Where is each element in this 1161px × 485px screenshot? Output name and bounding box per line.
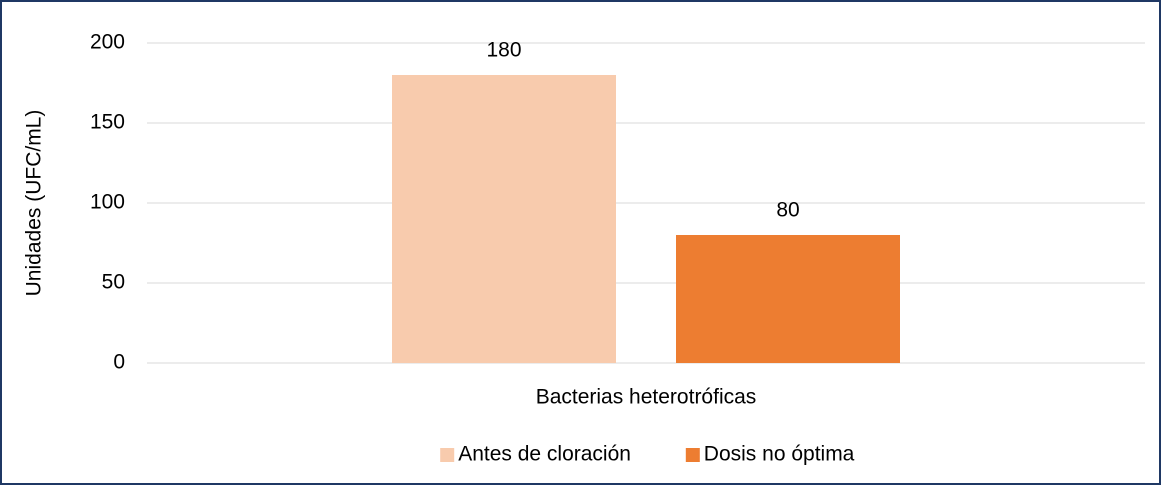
legend-label: Dosis no óptima [704, 443, 855, 466]
y-tick-label: 150 [90, 111, 125, 134]
y-tick-label: 50 [102, 271, 125, 294]
legend-swatch [685, 448, 700, 462]
bar [392, 75, 616, 363]
y-tick-label: 100 [90, 191, 125, 214]
legend-label: Antes de cloración [458, 443, 631, 466]
bar [676, 235, 900, 363]
data-label: 180 [486, 39, 521, 62]
y-axis-label: Unidades (UFC/mL) [23, 110, 46, 297]
data-label: 80 [776, 199, 799, 222]
y-tick-label: 0 [113, 351, 125, 374]
y-tick-label: 200 [90, 31, 125, 54]
x-tick-label: Bacterias heterotróficas [536, 386, 757, 409]
legend-swatch [440, 448, 455, 462]
